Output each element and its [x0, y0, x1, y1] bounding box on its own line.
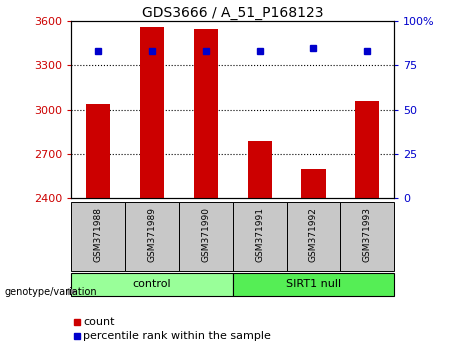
- Bar: [71, 273, 233, 296]
- Title: GDS3666 / A_51_P168123: GDS3666 / A_51_P168123: [142, 6, 324, 20]
- Bar: [287, 202, 340, 271]
- Bar: [355, 101, 379, 198]
- Bar: [125, 202, 179, 271]
- Bar: [86, 104, 111, 198]
- Text: count: count: [83, 317, 114, 327]
- Text: GSM371988: GSM371988: [94, 207, 103, 262]
- Text: genotype/variation: genotype/variation: [5, 287, 97, 297]
- Bar: [179, 202, 233, 271]
- Bar: [248, 141, 272, 198]
- Text: control: control: [133, 279, 171, 289]
- Text: GSM371992: GSM371992: [309, 207, 318, 262]
- Polygon shape: [68, 289, 77, 295]
- Text: percentile rank within the sample: percentile rank within the sample: [83, 331, 271, 341]
- Bar: [71, 202, 125, 271]
- Text: SIRT1 null: SIRT1 null: [286, 279, 341, 289]
- Text: GSM371990: GSM371990: [201, 207, 210, 262]
- Text: GSM371991: GSM371991: [255, 207, 264, 262]
- Text: GSM371993: GSM371993: [363, 207, 372, 262]
- Bar: [301, 169, 325, 198]
- Text: GSM371989: GSM371989: [148, 207, 157, 262]
- Bar: [194, 29, 218, 198]
- Bar: [233, 202, 287, 271]
- Bar: [233, 273, 394, 296]
- Bar: [140, 27, 164, 198]
- Bar: [340, 202, 394, 271]
